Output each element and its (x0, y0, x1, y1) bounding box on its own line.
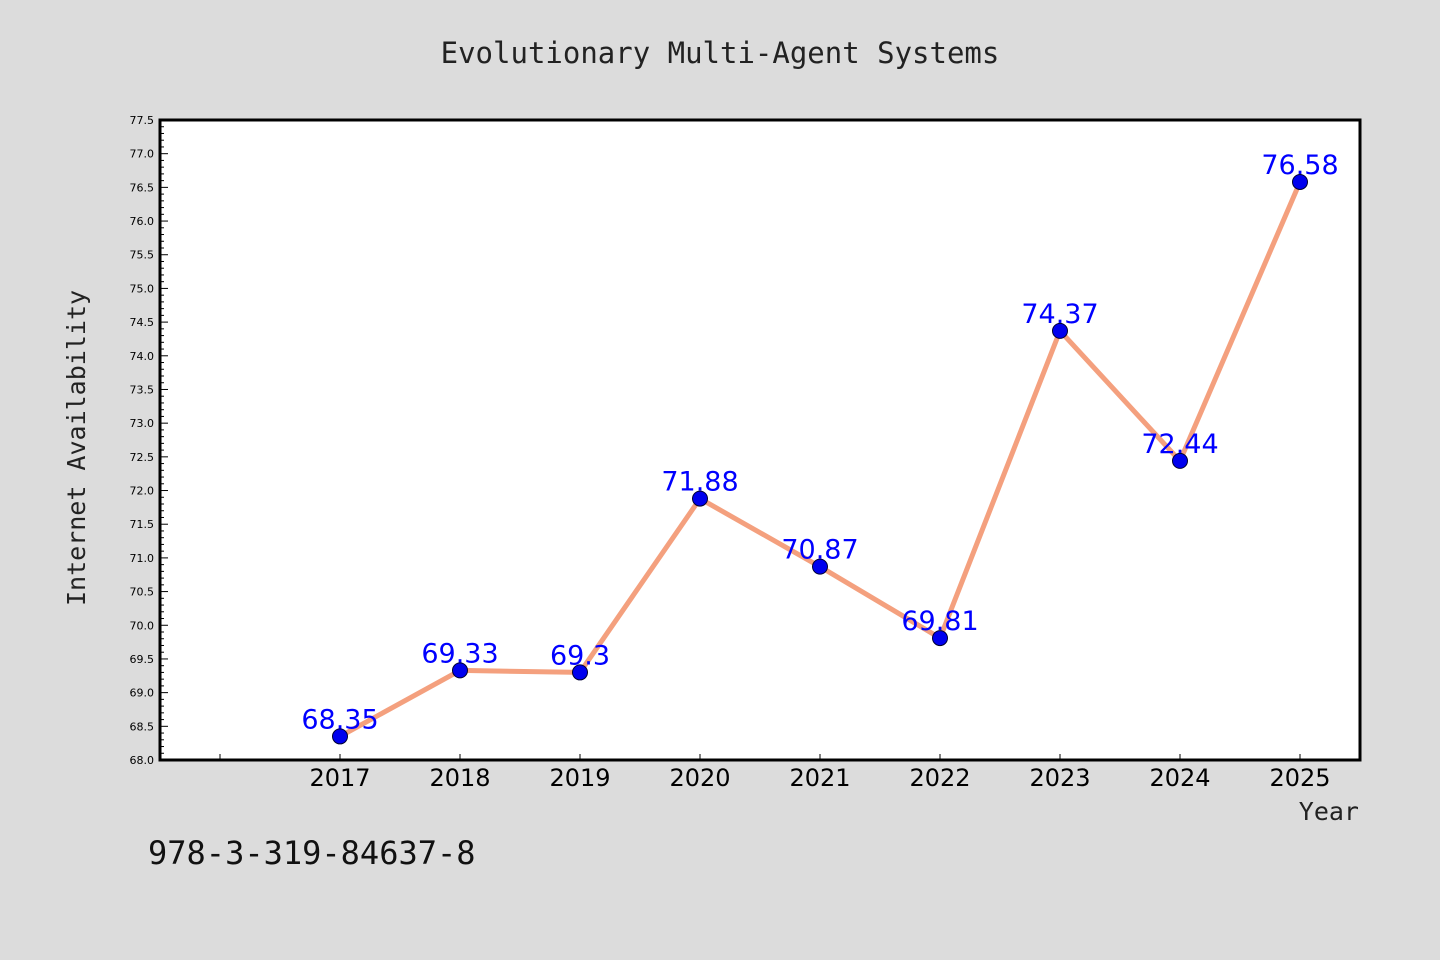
data-label: 69.33 (421, 638, 498, 669)
data-label: 69.3 (550, 640, 610, 671)
x-tick-label: 2023 (1029, 764, 1090, 792)
x-axis-tick-labels: 2017 2018 2019 2020 2021 2022 2023 2024 2025 (309, 764, 1330, 792)
data-label: 70.87 (781, 535, 858, 566)
y-tick-label: 73.0 (130, 417, 155, 430)
y-tick-label: 71.0 (130, 552, 155, 565)
y-tick-label: 68.0 (130, 754, 155, 767)
data-point (1292, 173, 1308, 190)
y-tick-label: 75.5 (130, 249, 155, 262)
y-tick-label: 69.5 (130, 653, 155, 666)
data-point (1052, 322, 1068, 339)
footnote-isbn: 978-3-319-84637-8 (148, 834, 476, 872)
data-point (692, 490, 708, 507)
data-label: 69.81 (901, 606, 978, 637)
y-tick-label: 69.0 (130, 687, 155, 700)
data-point (812, 558, 828, 575)
y-tick-label: 76.5 (130, 181, 155, 194)
x-tick-label: 2022 (909, 764, 970, 792)
y-tick-label: 72.5 (130, 451, 155, 464)
data-label: 72.44 (1141, 429, 1218, 460)
data-label: 76.58 (1261, 150, 1338, 181)
x-tick-label: 2021 (789, 764, 850, 792)
y-tick-label: 77.5 (130, 114, 155, 127)
y-tick-label: 76.0 (130, 215, 155, 228)
x-tick-label: 2019 (549, 764, 610, 792)
data-label: 71.88 (661, 467, 738, 498)
data-point (932, 630, 948, 647)
y-tick-label: 74.5 (130, 316, 155, 329)
x-axis-label: Year (1299, 797, 1359, 826)
x-tick-label: 2020 (669, 764, 730, 792)
data-label-layer: 68.35 69.33 69.3 71.88 70.87 69.81 74.37 72.44 7… (301, 150, 1338, 735)
y-tick-label: 71.5 (130, 518, 155, 531)
x-tick-label: 2018 (429, 764, 490, 792)
y-tick-label: 72.0 (130, 485, 155, 498)
y-tick-label: 77.0 (130, 148, 155, 161)
y-axis-label: Internet Availability (62, 290, 91, 606)
y-tick-label: 73.5 (130, 383, 155, 396)
marker-layer (332, 173, 1308, 745)
y-tick-label: 74.0 (130, 350, 155, 363)
chart-title: Evolutionary Multi-Agent Systems (441, 36, 1000, 70)
y-tick-label: 68.5 (130, 720, 155, 733)
data-point (1172, 452, 1188, 469)
y-tick-label: 70.0 (130, 619, 155, 632)
data-point (332, 728, 348, 745)
y-axis-tick-labels: 68.0 68.5 69.0 69.5 70.0 70.5 71.0 71.5 72.0 72.5… (130, 114, 155, 767)
data-label: 74.37 (1021, 299, 1098, 330)
y-tick-label: 70.5 (130, 586, 155, 599)
plot-frame (158, 118, 1362, 762)
y-tick-label: 75.0 (130, 282, 155, 295)
x-tick-label: 2024 (1149, 764, 1210, 792)
x-tick-label: 2025 (1269, 764, 1330, 792)
data-label: 68.35 (301, 704, 378, 735)
data-point (452, 662, 468, 679)
data-point (572, 664, 588, 681)
x-tick-label: 2017 (309, 764, 370, 792)
